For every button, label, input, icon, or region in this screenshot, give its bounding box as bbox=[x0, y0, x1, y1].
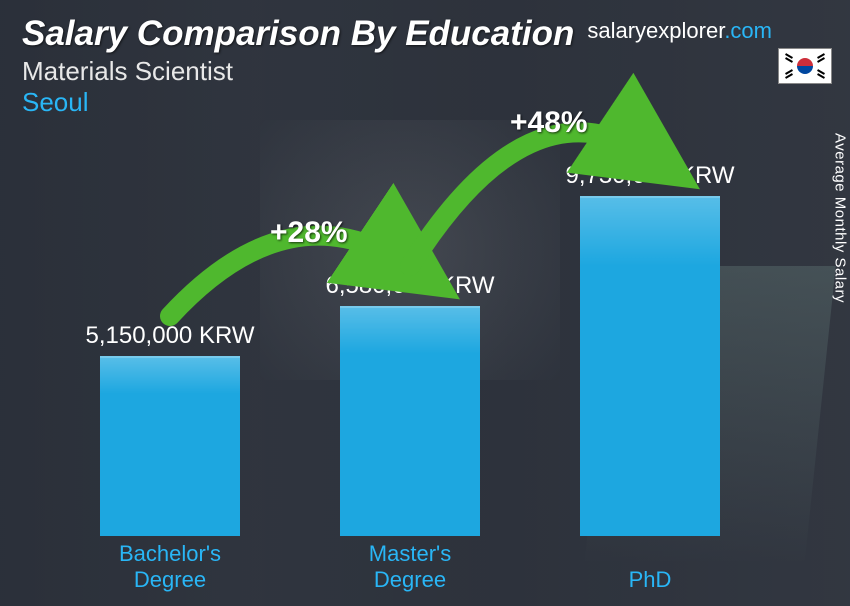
y-axis-label: Average Monthly Salary bbox=[832, 133, 849, 303]
bar-value: 9,730,000 KRW bbox=[510, 162, 790, 190]
country-flag-icon bbox=[778, 48, 832, 84]
bar-chart: 5,150,000 KRWBachelor'sDegree 6,580,000 K… bbox=[80, 116, 760, 536]
bar-category-label: Bachelor'sDegree bbox=[100, 541, 240, 592]
chart-title: Salary Comparison By Education bbox=[22, 14, 574, 54]
bar-value: 5,150,000 KRW bbox=[30, 322, 310, 350]
header: Salary Comparison By Education Materials… bbox=[22, 14, 574, 118]
bar: 5,150,000 KRWBachelor'sDegree bbox=[100, 356, 240, 536]
chart-subtitle: Materials Scientist bbox=[22, 56, 574, 87]
brand-name: salaryexplorer bbox=[587, 18, 724, 43]
bar-category-label: PhD bbox=[580, 567, 720, 592]
bar: 9,730,000 KRWPhD bbox=[580, 196, 720, 536]
bar-category-label: Master'sDegree bbox=[340, 541, 480, 592]
chart-location: Seoul bbox=[22, 87, 574, 118]
bar-value: 6,580,000 KRW bbox=[270, 272, 550, 300]
brand-watermark: salaryexplorer.com bbox=[587, 18, 772, 44]
percentage-increase-label: +28% bbox=[270, 216, 348, 250]
bar: 6,580,000 KRWMaster'sDegree bbox=[340, 306, 480, 536]
brand-domain: .com bbox=[724, 18, 772, 43]
